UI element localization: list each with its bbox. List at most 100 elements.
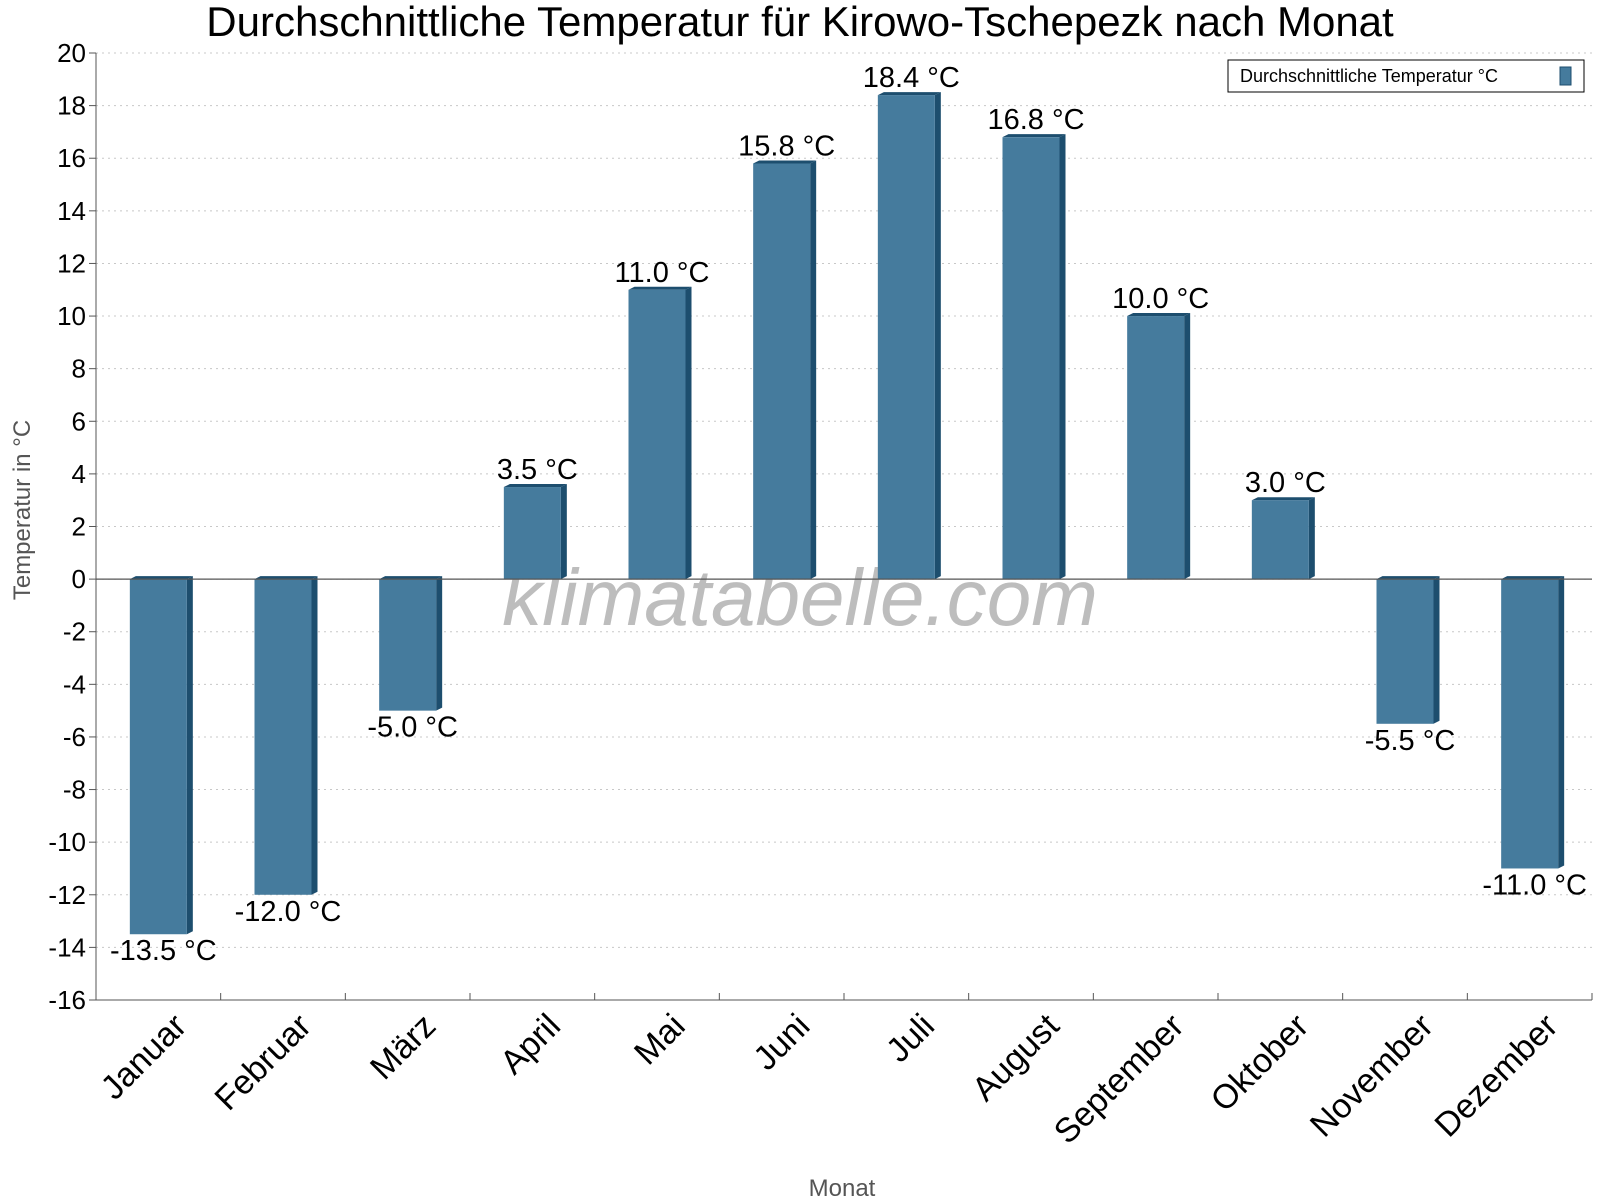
bar-side [1184,313,1191,580]
y-tick-label: -10 [48,827,86,857]
value-label: -5.5 °C [1365,725,1456,757]
bar-side [311,576,318,895]
y-tick-label: -4 [63,669,86,699]
y-tick-label: 0 [72,564,86,594]
bar-side [1558,576,1565,869]
bar-front [129,579,187,935]
bars [129,92,1565,935]
value-label: -5.0 °C [367,712,458,744]
bar-front [1376,579,1434,724]
y-tick-label: -16 [48,985,86,1015]
bar-mai [628,286,692,580]
bar-front [877,95,935,580]
value-label: -12.0 °C [235,896,342,928]
x-tick-label: Februar [208,1007,319,1118]
bar-front [254,579,312,895]
bar-juli [877,92,941,580]
bar-front [1251,500,1309,580]
bar-top [503,484,567,488]
x-tick-label: September [1047,1007,1191,1151]
y-tick-label: 4 [72,459,86,489]
y-tick-label: 6 [72,406,86,436]
bar-side [186,576,193,935]
y-tick-label: -8 [63,775,86,805]
x-tick-label: August [965,1006,1067,1108]
legend-swatch [1559,66,1572,86]
bar-side [560,484,567,580]
x-tick-label: April [493,1007,568,1082]
bar-top [1501,576,1565,580]
value-label: 3.0 °C [1245,467,1326,499]
bar-front [628,289,686,580]
bar-januar [129,576,193,935]
bar-front [753,163,811,580]
y-tick-label: 18 [57,91,86,121]
bar-top [1002,134,1066,138]
bar-top [1376,576,1440,580]
x-tick-label: Januar [94,1007,194,1107]
x-tick-label: Dezember [1428,1007,1566,1145]
x-tick-label: Juli [879,1007,942,1070]
bar-oktober [1251,497,1315,580]
bar-dezember [1501,576,1565,869]
bar-side [1433,576,1440,724]
legend: Durchschnittliche Temperatur °C [1227,59,1585,93]
x-tick-label: Mai [627,1007,693,1073]
legend-label: Durchschnittliche Temperatur °C [1240,66,1498,86]
y-tick-label: -2 [63,617,86,647]
value-label: 16.8 °C [987,104,1084,136]
bar-front [1501,579,1559,869]
bar-top [628,286,692,290]
bar-top [129,576,193,580]
bar-top [254,576,318,580]
bar-februar [254,576,318,895]
value-label: 18.4 °C [863,62,960,94]
legend-box [1227,59,1585,93]
bar-front [503,487,561,580]
bar-side [685,286,692,580]
y-tick-label: 8 [72,354,86,384]
value-label: 15.8 °C [738,130,835,162]
x-tick-label: Oktober [1204,1007,1316,1119]
x-tick-label: Juni [746,1007,817,1078]
bar-front [1127,316,1185,580]
bar-september [1127,313,1191,580]
y-axis-title: Temperatur in °C [9,420,36,600]
grid-lines [96,52,1592,1001]
bar-juni [753,160,817,580]
bar-top [379,576,443,580]
y-tick-label: -6 [63,722,86,752]
bar-side [810,160,817,580]
bar-side [436,576,443,711]
x-axis-title: Monat [809,1175,876,1200]
bar-side [934,92,941,580]
bar-top [1127,313,1191,317]
chart-title: Durchschnittliche Temperatur für Kirowo-… [206,0,1394,45]
bar-top [753,160,817,164]
value-label: 10.0 °C [1112,283,1209,315]
bar-top [1251,497,1315,501]
y-tick-label: -14 [48,932,86,962]
bar-front [1002,137,1060,580]
value-label: -13.5 °C [110,935,217,967]
value-label: 3.5 °C [497,454,578,486]
y-tick-label: -12 [48,880,86,910]
bar-august [1002,134,1066,580]
bar-side [1059,134,1066,580]
y-tick-label: 10 [57,301,86,331]
bar-märz [379,576,443,711]
y-tick-label: 16 [57,143,86,173]
bar-top [877,92,941,96]
bar-side [1308,497,1315,580]
y-tick-label: 12 [57,248,86,278]
x-tick-label: März [363,1007,443,1087]
bar-front [379,579,437,711]
y-tick-label: 20 [57,38,86,68]
x-tick-label: November [1303,1007,1441,1145]
value-labels: -13.5 °C -12.0 °C -5.0 °C 3.5 °C 11.0 °C 15.8… [110,62,1587,967]
value-label: -11.0 °C [1482,869,1587,901]
y-tick-label: 2 [72,512,86,542]
bar-april [503,484,567,580]
value-label: 11.0 °C [615,257,710,289]
